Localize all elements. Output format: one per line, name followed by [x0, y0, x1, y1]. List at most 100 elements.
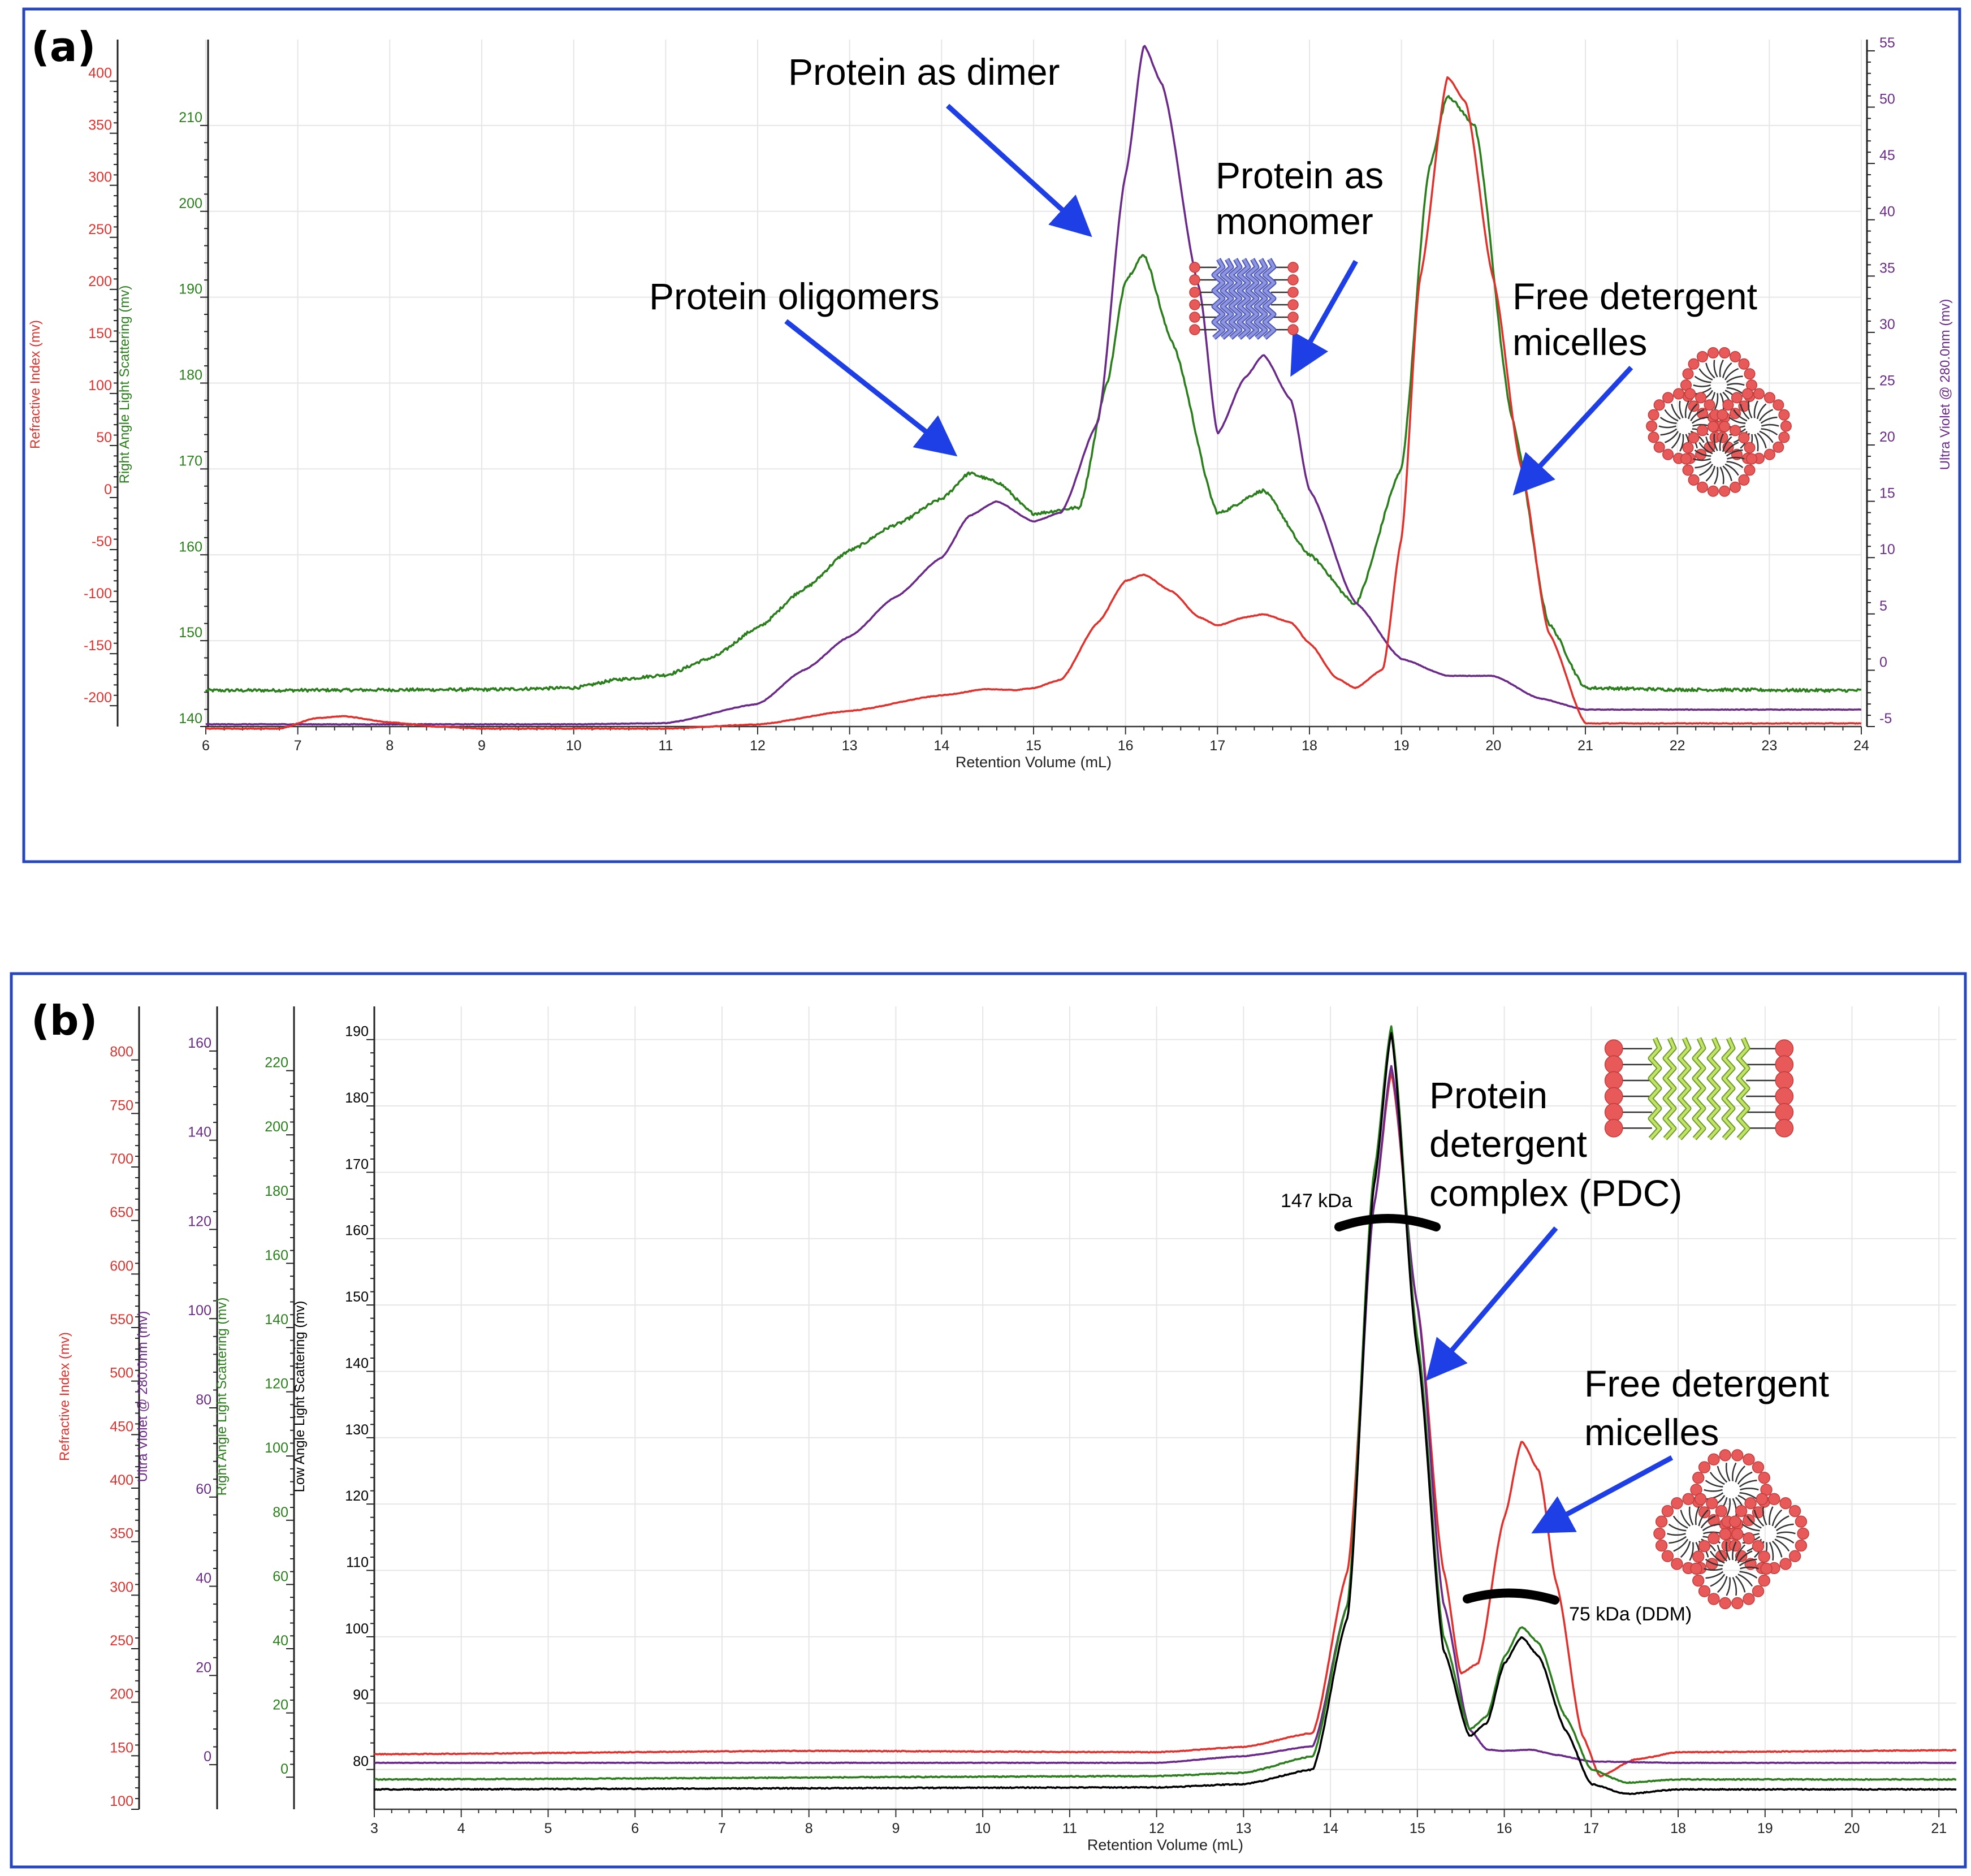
detergent-tail: [1690, 409, 1705, 421]
panel-a-annotations: Protein as dimer Protein as monomer Prot…: [649, 51, 1757, 363]
panel-b-chart: 3 4 5 6 7 8 9 10 11 12 13 14 15 16 17 18 19 20 21 Retention…: [57, 1006, 1957, 1853]
detergent-head: [1287, 287, 1299, 298]
y-tick-label: 140: [179, 711, 202, 727]
detergent-head: [1692, 1574, 1705, 1587]
detergent-tail: [1740, 1566, 1759, 1570]
detergent-tail: [1771, 1540, 1783, 1558]
detergent-tail: [1705, 436, 1715, 452]
y-tick-label: 120: [345, 1488, 369, 1504]
detergent-tail: [1748, 400, 1753, 418]
annotation-monomer-line2: monomer: [1216, 200, 1373, 242]
y-tick-label: 190: [179, 282, 202, 297]
y-axis-label-uv: Ultra Violet @ 280.0nm (mv): [1938, 299, 1953, 470]
x-tick-label: 5: [544, 1821, 552, 1836]
y-tick-label: 100: [345, 1621, 369, 1637]
detergent-tail: [1758, 409, 1774, 421]
detergent-head: [1752, 1461, 1765, 1473]
series-line-2: [374, 1025, 1957, 1784]
detergent-tail: [1753, 400, 1758, 418]
x-tick-label: 3: [370, 1821, 378, 1836]
annotation-pdc-line3: complex (PDC): [1429, 1172, 1682, 1214]
detergent-tail: [1732, 1541, 1737, 1561]
detergent-head: [1189, 274, 1200, 286]
detergent-head: [1708, 1453, 1720, 1466]
detergent-tail: [1735, 1544, 1746, 1562]
y-tick-label: 30: [1879, 317, 1895, 332]
detergent-head: [1775, 1055, 1794, 1074]
detergent-head: [1778, 431, 1790, 443]
detergent-tail: [1739, 1571, 1758, 1579]
y-tick-label: 450: [110, 1419, 133, 1434]
arrow-dimer: [945, 103, 1092, 237]
detergent-tail: [1726, 449, 1743, 457]
x-tick-label: 14: [1322, 1821, 1338, 1836]
detergent-tail: [1735, 1575, 1746, 1593]
detergent-tail: [1726, 1498, 1731, 1518]
detergent-head: [1797, 1527, 1809, 1540]
x-tick-label: 8: [386, 738, 394, 754]
detergent-tail: [1710, 1574, 1726, 1587]
detergent-tail: [1754, 434, 1759, 452]
protein-helix-highlight: [1708, 1038, 1720, 1140]
detergent-head: [1795, 1515, 1808, 1528]
detergent-head: [1763, 448, 1775, 460]
detergent-tail: [1719, 466, 1724, 485]
detergent-head: [1756, 1493, 1769, 1506]
detergent-head: [1729, 351, 1741, 362]
detergent-tail: [1704, 1568, 1723, 1571]
detergent-head: [1684, 388, 1696, 400]
x-tick-label: 13: [842, 738, 858, 754]
detergent-head: [1775, 1039, 1794, 1058]
detergent-head: [1706, 1497, 1718, 1510]
detergent-tail: [1774, 1515, 1790, 1529]
y-tick-label: 20: [1879, 429, 1895, 445]
y-tick-label: 130: [345, 1422, 369, 1438]
detergent-head: [1743, 1453, 1755, 1466]
detergent-tail: [1691, 416, 1709, 424]
series-group: [205, 45, 1862, 730]
y-tick-label: 350: [88, 118, 112, 133]
y-tick-label: 400: [88, 66, 112, 81]
detergent-head: [1698, 1461, 1711, 1473]
panel-b-annotations: Protein detergent complex (PDC) Free det…: [1281, 1074, 1829, 1625]
detergent-tail: [1680, 1541, 1691, 1558]
detergent-tail: [1709, 1550, 1725, 1564]
detergent-head: [1698, 1540, 1711, 1553]
detergent-head: [1655, 1539, 1668, 1552]
y-axis-label-rals: Right Angle Light Scattering (mv): [117, 286, 132, 484]
detergent-tail: [1725, 1541, 1731, 1561]
detergent-tail: [1717, 1545, 1728, 1562]
detergent-head: [1717, 409, 1728, 421]
y-tick-label: -150: [84, 638, 112, 654]
detergent-tail: [1726, 375, 1743, 383]
bracket-75kda: [1463, 1588, 1559, 1605]
detergent-tail: [1739, 1558, 1757, 1567]
x-tick-label: 23: [1761, 738, 1777, 754]
detergent-head: [1604, 1055, 1623, 1074]
annotation-micelles-line2: micelles: [1512, 321, 1647, 363]
y-axis-label-rals: Right Angle Light Scattering (mv): [214, 1298, 230, 1496]
y-tick-label: -50: [92, 534, 112, 550]
detergent-tail: [1722, 436, 1732, 452]
detergent-tail: [1724, 463, 1739, 476]
detergent-tail: [1709, 1472, 1725, 1485]
detergent-head: [1773, 441, 1784, 453]
micelle: [1680, 421, 1758, 497]
detergent-head: [1708, 1532, 1720, 1545]
detergent-tail: [1737, 1574, 1753, 1587]
detergent-tail: [1664, 431, 1679, 443]
detergent-head: [1779, 1558, 1792, 1570]
detergent-tail: [1719, 392, 1724, 410]
detergent-head: [1661, 1550, 1674, 1562]
detergent-head: [1648, 431, 1659, 443]
detergent-tail: [1705, 1558, 1723, 1567]
detergent-head: [1729, 1539, 1741, 1552]
bracket-147kda: [1334, 1214, 1441, 1231]
detergent-head: [1738, 358, 1750, 370]
detergent-tail: [1777, 1531, 1796, 1534]
detergent-head: [1695, 392, 1707, 404]
y-tick-label: 180: [345, 1090, 369, 1106]
gridlines: [205, 40, 1862, 727]
detergent-tail: [1761, 428, 1778, 436]
detergent-head: [1775, 1118, 1794, 1138]
